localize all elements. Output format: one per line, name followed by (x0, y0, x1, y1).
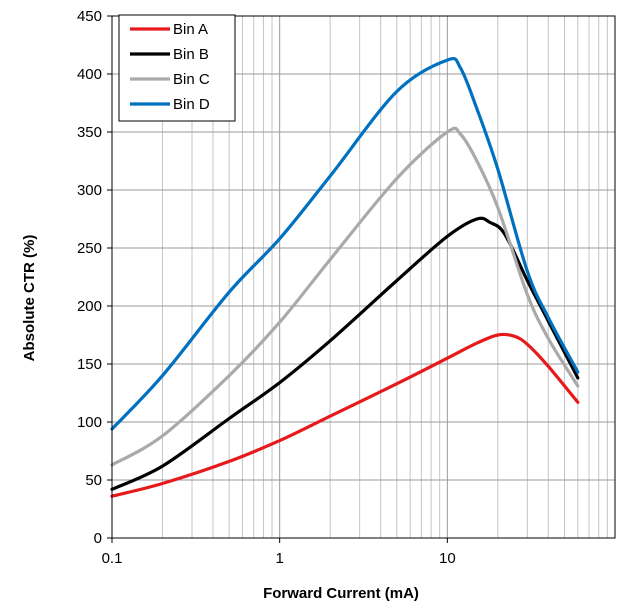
y-tick-label: 50 (85, 472, 102, 489)
series-lines (110, 56, 580, 498)
series-line-bin-a (110, 332, 580, 498)
y-tick-label: 200 (77, 298, 102, 315)
series-line-bin-c (110, 126, 580, 467)
y-tick-label: 350 (77, 124, 102, 141)
y-tick-label: 0 (94, 530, 102, 547)
x-tick-label: 10 (439, 550, 456, 567)
x-tick-labels: 0.1 1 10 (102, 538, 456, 567)
legend-label-bin-c: Bin C (173, 71, 210, 88)
y-tick-label: 250 (77, 240, 102, 257)
legend-label-bin-b: Bin B (173, 46, 209, 63)
y-tick-label: 300 (77, 182, 102, 199)
y-tick-label: 450 (77, 8, 102, 25)
plot-frame (111, 15, 616, 539)
y-axis-title: Absolute CTR (%) (21, 235, 38, 362)
x-tick-label: 0.1 (102, 550, 123, 567)
y-tick-label: 100 (77, 414, 102, 431)
y-tick-labels: 0 50 100 150 200 250 300 350 400 450 (77, 8, 112, 547)
y-tick-label: 400 (77, 66, 102, 83)
y-tick-label: 150 (77, 356, 102, 373)
series-line-bin-d (110, 56, 580, 431)
legend-label-bin-d: Bin D (173, 96, 210, 113)
legend: Bin A Bin B Bin C Bin D (118, 14, 236, 122)
series-line-bin-b (110, 216, 580, 491)
x-tick-label: 1 (275, 550, 283, 567)
x-axis-title: Forward Current (mA) (263, 585, 419, 602)
legend-label-bin-a: Bin A (173, 21, 208, 38)
grid (112, 16, 615, 538)
